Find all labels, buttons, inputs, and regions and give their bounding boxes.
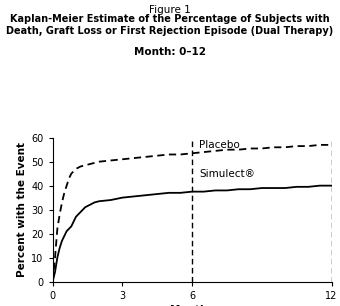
Text: Simulect®: Simulect® [199,169,255,179]
X-axis label: Months: Months [170,305,214,306]
Text: Kaplan-Meier Estimate of the Percentage of Subjects with
Death, Graft Loss or Fi: Kaplan-Meier Estimate of the Percentage … [6,14,334,36]
Text: Figure 1: Figure 1 [149,5,191,15]
Text: Month: 0–12: Month: 0–12 [134,47,206,58]
Y-axis label: Percent with the Event: Percent with the Event [17,142,27,277]
Text: Placebo: Placebo [199,140,240,151]
